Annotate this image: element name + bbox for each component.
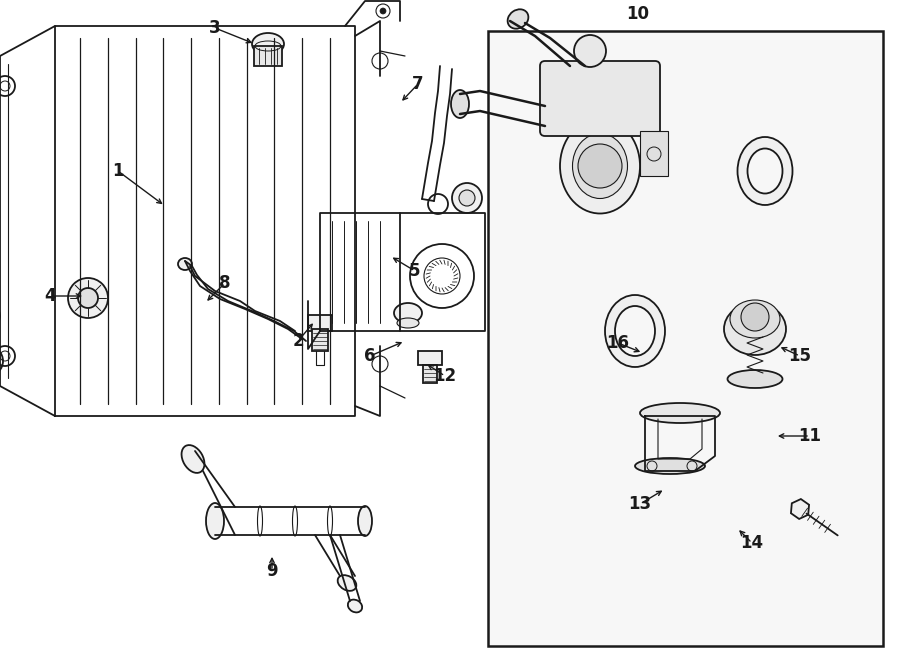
Ellipse shape: [252, 33, 284, 55]
Ellipse shape: [358, 506, 372, 536]
Text: 7: 7: [412, 75, 424, 93]
Ellipse shape: [451, 90, 469, 118]
Ellipse shape: [730, 300, 780, 338]
Text: 5: 5: [410, 262, 421, 280]
Bar: [640, 131, 668, 176]
Text: 15: 15: [788, 347, 812, 365]
Bar: [418, 351, 442, 365]
Text: 10: 10: [626, 5, 650, 23]
Text: 14: 14: [741, 534, 763, 552]
Circle shape: [459, 190, 475, 206]
Text: 3: 3: [209, 19, 220, 37]
Circle shape: [68, 278, 108, 318]
Bar: [312, 329, 328, 351]
Circle shape: [380, 8, 386, 14]
Circle shape: [741, 303, 769, 331]
Text: 12: 12: [434, 367, 456, 385]
Ellipse shape: [397, 318, 419, 328]
Ellipse shape: [508, 9, 528, 28]
Polygon shape: [791, 499, 809, 519]
Bar: [308, 315, 332, 331]
Bar: [423, 365, 437, 383]
Ellipse shape: [727, 370, 782, 388]
Ellipse shape: [560, 118, 640, 214]
Ellipse shape: [206, 503, 224, 539]
Circle shape: [452, 183, 482, 213]
Bar: [488, 31, 883, 646]
Ellipse shape: [615, 306, 655, 356]
Ellipse shape: [178, 258, 192, 270]
Text: 4: 4: [44, 287, 56, 305]
Text: 6: 6: [364, 347, 376, 365]
Circle shape: [574, 35, 606, 67]
Text: 1: 1: [112, 162, 124, 180]
Ellipse shape: [748, 149, 782, 194]
Ellipse shape: [737, 137, 793, 205]
FancyBboxPatch shape: [540, 61, 660, 136]
Ellipse shape: [394, 303, 422, 323]
Circle shape: [78, 288, 98, 308]
Text: 8: 8: [220, 274, 230, 292]
Ellipse shape: [182, 445, 204, 473]
Text: 9: 9: [266, 562, 278, 580]
Ellipse shape: [605, 295, 665, 367]
Ellipse shape: [640, 403, 720, 423]
Text: 2: 2: [292, 332, 304, 350]
Circle shape: [578, 144, 622, 188]
Text: 13: 13: [628, 495, 652, 513]
Text: 11: 11: [798, 427, 822, 445]
Ellipse shape: [572, 134, 627, 198]
Ellipse shape: [635, 458, 705, 474]
Ellipse shape: [338, 575, 356, 591]
Bar: [254, 46, 282, 66]
Ellipse shape: [724, 303, 786, 355]
Text: 16: 16: [607, 334, 629, 352]
Ellipse shape: [347, 600, 362, 612]
